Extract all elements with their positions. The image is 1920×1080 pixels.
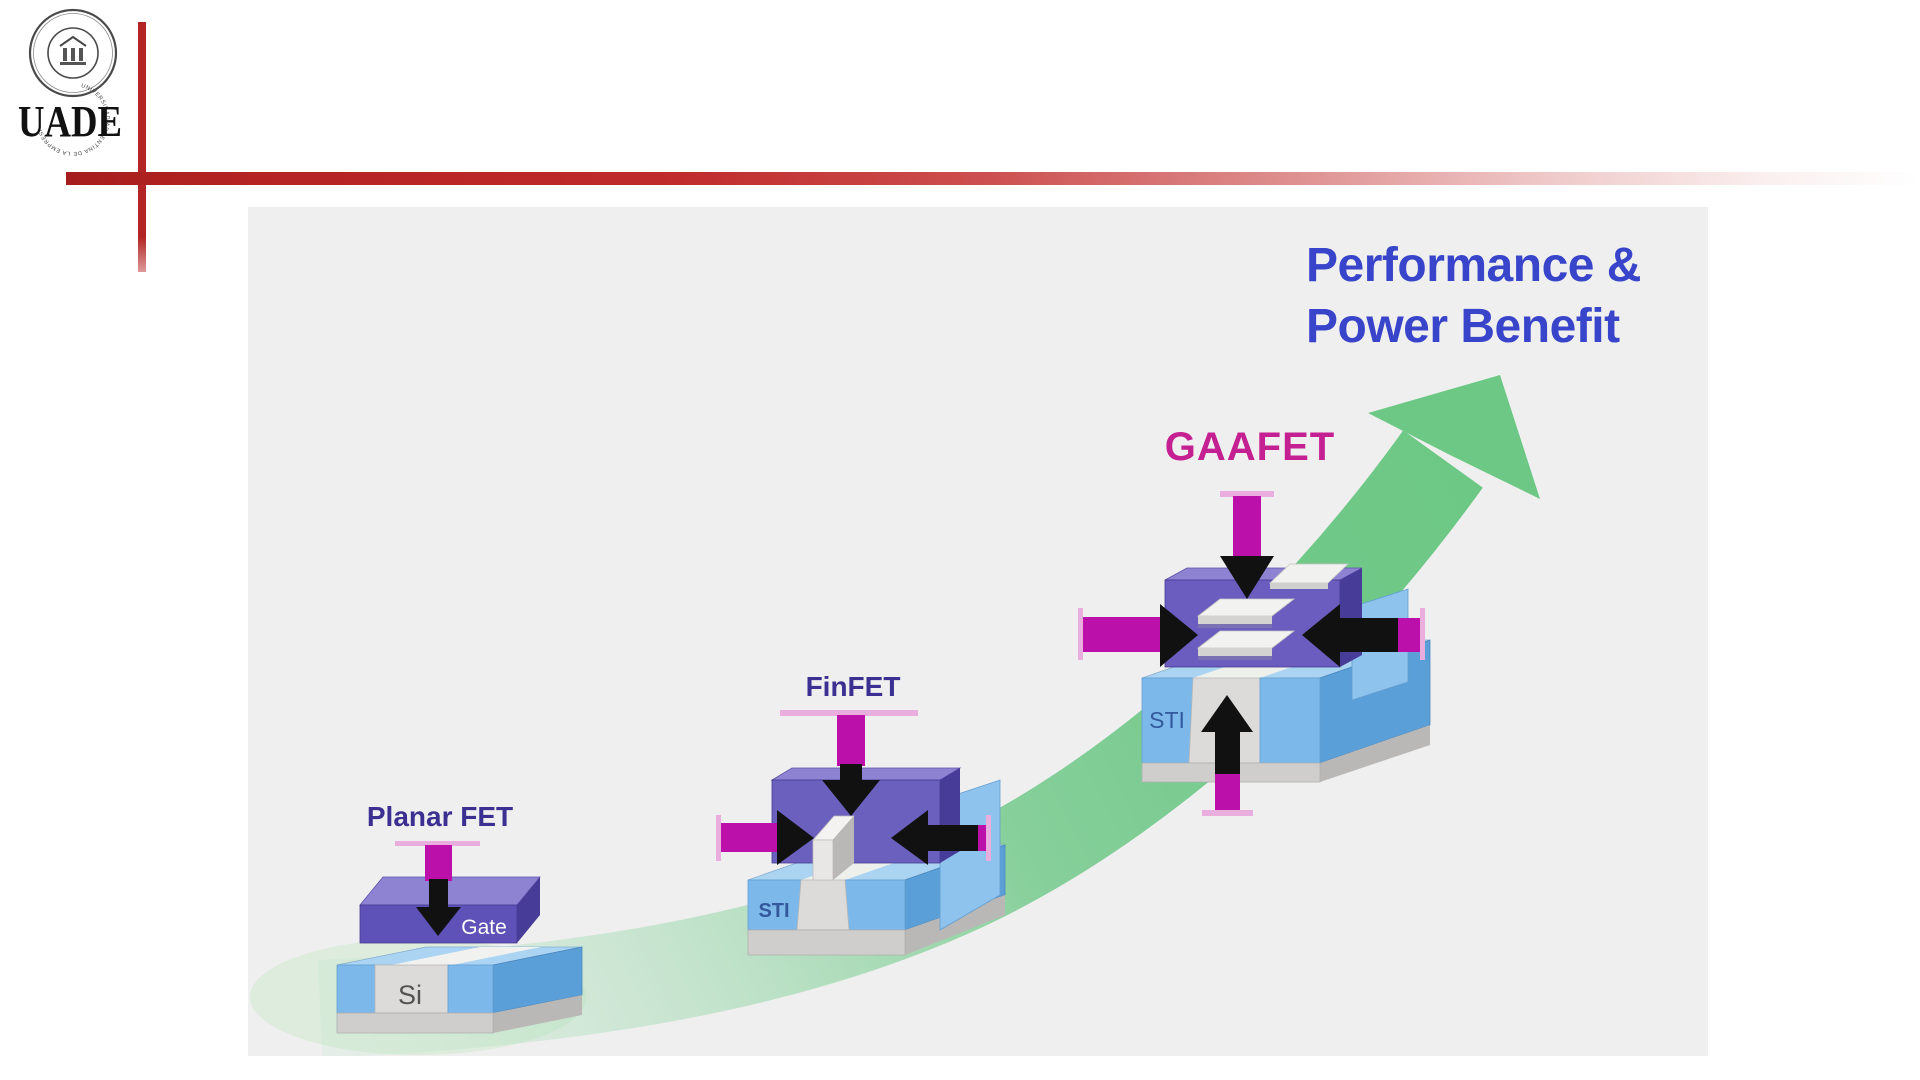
planar-fet-label: Planar FET xyxy=(366,801,514,832)
transistor-evolution-diagram: Si Gate xyxy=(250,375,1540,1056)
finfet-sti-label: STI xyxy=(758,900,789,922)
planar-si-label: Si xyxy=(398,980,422,1010)
diagram-panel: Si Gate xyxy=(248,207,1708,1056)
gaafet-nanosheets xyxy=(1196,598,1296,660)
gaafet-structure: STI xyxy=(1078,491,1431,816)
finfet-fin xyxy=(812,815,855,881)
finfet-top-arrow xyxy=(780,710,918,816)
finfet-right-arrow xyxy=(891,810,991,865)
uade-wordmark: UADE xyxy=(18,97,122,146)
planar-gate-label: Gate xyxy=(461,916,507,939)
red-horizontal-line xyxy=(66,172,1920,185)
uade-seal: UNIVERSIDAD ARGENTINA DE LA EMPRESA UADE xyxy=(18,8,122,156)
gaafet-label: GAAFET xyxy=(1164,425,1336,469)
benefit-heading: Performance & Power Benefit xyxy=(1306,235,1666,357)
seal-emblem xyxy=(59,35,87,65)
red-vertical-line xyxy=(138,22,146,272)
gaafet-bottom-arrow xyxy=(1201,695,1253,816)
benefit-heading-line2: Power Benefit xyxy=(1306,300,1620,353)
gaafet-sti-label: STI xyxy=(1149,707,1185,733)
gaafet-left-arrow xyxy=(1078,604,1198,667)
finfet-left-arrow xyxy=(716,810,814,865)
finfet-sti-region xyxy=(747,879,802,931)
gaafet-top-arrow xyxy=(1220,491,1274,599)
growth-arrow-head xyxy=(1368,375,1540,499)
planar-fet-structure: Si Gate xyxy=(336,841,583,1034)
planar-gate-arrow xyxy=(395,841,480,936)
finfet-label: FinFET xyxy=(805,671,901,702)
gaafet-top-nanosheet xyxy=(1268,563,1350,589)
seal-outer-circle xyxy=(28,8,118,98)
benefit-heading-line1: Performance & xyxy=(1306,239,1641,292)
gaafet-right-arrow xyxy=(1302,604,1425,667)
finfet-structure: STI xyxy=(716,710,1006,956)
seal-inner-circle xyxy=(47,27,99,79)
uade-logo: UNIVERSIDAD ARGENTINA DE LA EMPRESA UADE xyxy=(12,6,142,156)
